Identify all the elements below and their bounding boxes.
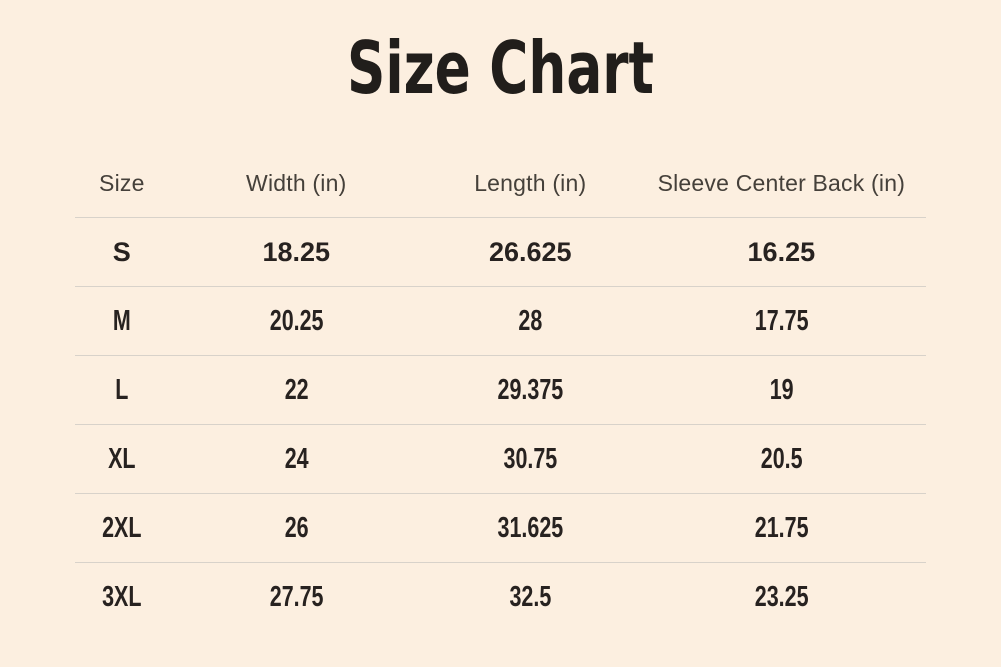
cell-length: 28 xyxy=(518,304,543,337)
cell-size: M xyxy=(112,304,131,337)
cell-width: 20.25 xyxy=(269,304,324,337)
table-row-s: S 18.25 26.625 16.25 xyxy=(75,218,926,287)
cell-size: 3XL xyxy=(102,581,142,613)
cell-length: 30.75 xyxy=(503,442,558,475)
cell-size: S xyxy=(112,236,131,267)
cell-width: 26 xyxy=(284,511,309,544)
cell-sleeve: 23.25 xyxy=(754,581,809,613)
cell-sleeve: 16.25 xyxy=(747,236,816,267)
cell-length: 26.625 xyxy=(488,236,572,267)
cell-sleeve: 19 xyxy=(769,373,794,406)
cell-sleeve: 21.75 xyxy=(754,511,809,544)
cell-length: 31.625 xyxy=(497,511,564,544)
header-cell-size: Size xyxy=(99,170,145,196)
table-row-m: M 20.25 28 17.75 xyxy=(75,287,926,356)
header-cell-length: Length (in) xyxy=(474,170,587,196)
cell-length: 32.5 xyxy=(509,581,552,613)
cell-size: XL xyxy=(108,442,136,475)
table-row-3xl: 3XL 27.75 32.5 23.25 xyxy=(75,563,926,632)
cell-width: 24 xyxy=(284,442,309,475)
cell-length: 29.375 xyxy=(497,373,564,406)
cell-size: L xyxy=(115,373,129,406)
header-cell-sleeve: Sleeve Center Back (in) xyxy=(657,170,906,196)
table-row-xl: XL 24 30.75 20.5 xyxy=(75,425,926,494)
table-row-2xl: 2XL 26 31.625 21.75 xyxy=(75,494,926,563)
header-cell-width: Width (in) xyxy=(246,170,347,196)
size-table: Size Width (in) Length (in) Sleeve Cente… xyxy=(75,150,926,632)
cell-width: 22 xyxy=(284,373,309,406)
table-header-row: Size Width (in) Length (in) Sleeve Cente… xyxy=(75,150,926,218)
cell-size: 2XL xyxy=(102,511,142,544)
cell-width: 18.25 xyxy=(262,236,331,267)
page-title: Size Chart xyxy=(346,26,655,110)
size-chart-page: Size Chart Size Width (in) Length (in) S… xyxy=(0,32,1001,667)
cell-width: 27.75 xyxy=(269,581,324,613)
cell-sleeve: 20.5 xyxy=(760,442,803,475)
cell-sleeve: 17.75 xyxy=(754,304,809,337)
table-row-l: L 22 29.375 19 xyxy=(75,356,926,425)
